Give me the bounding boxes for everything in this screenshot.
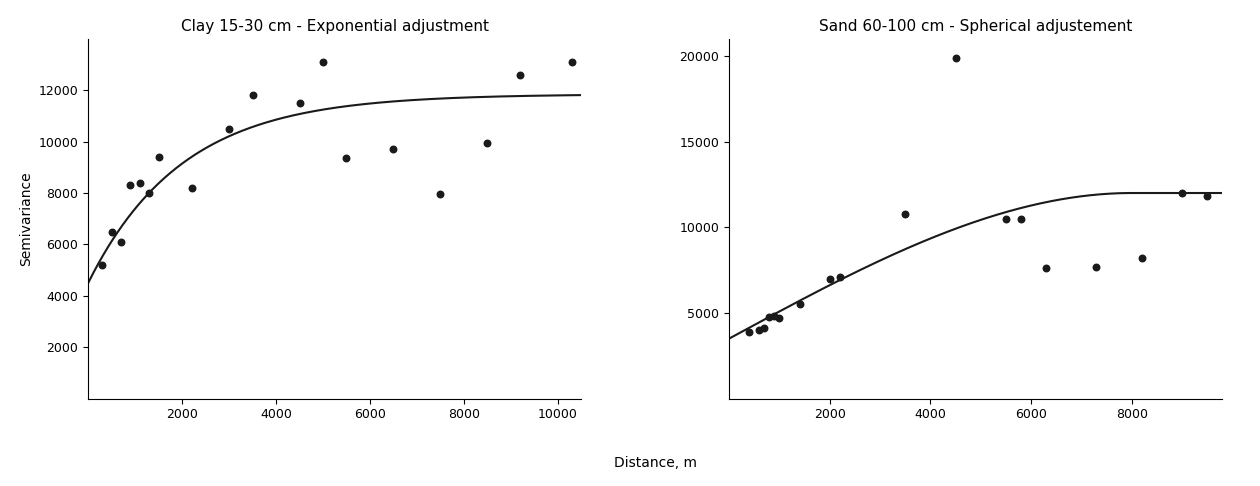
Point xyxy=(383,145,403,153)
Title: Sand 60-100 cm - Spherical adjustement: Sand 60-100 cm - Spherical adjustement xyxy=(819,18,1133,34)
Point xyxy=(790,300,810,308)
Point xyxy=(750,326,770,334)
Point xyxy=(830,273,850,281)
Point xyxy=(820,275,840,282)
Point xyxy=(290,99,310,107)
Point xyxy=(431,191,451,198)
Point xyxy=(562,58,582,66)
Point xyxy=(336,155,357,162)
Point xyxy=(510,71,530,79)
Point xyxy=(478,139,498,147)
Point xyxy=(1172,189,1192,197)
Point xyxy=(139,189,159,197)
Title: Clay 15-30 cm - Exponential adjustment: Clay 15-30 cm - Exponential adjustment xyxy=(180,18,489,34)
Point xyxy=(765,312,785,320)
Point xyxy=(312,58,333,66)
Point xyxy=(181,184,202,192)
Point xyxy=(895,209,915,217)
Point xyxy=(121,181,141,189)
Point xyxy=(1086,263,1106,271)
Point xyxy=(755,325,775,332)
Point xyxy=(1131,254,1152,262)
Point xyxy=(92,261,112,269)
Text: Distance, m: Distance, m xyxy=(614,455,697,469)
Y-axis label: Semivariance: Semivariance xyxy=(19,172,33,266)
Point xyxy=(740,328,760,336)
Point xyxy=(995,215,1016,223)
Point xyxy=(945,54,965,62)
Point xyxy=(1197,192,1217,200)
Point xyxy=(242,91,262,99)
Point xyxy=(770,314,790,322)
Point xyxy=(219,125,239,133)
Point xyxy=(102,227,122,235)
Point xyxy=(111,238,131,246)
Point xyxy=(1036,264,1056,272)
Point xyxy=(130,179,150,187)
Point xyxy=(1011,215,1031,223)
Point xyxy=(760,313,780,321)
Point xyxy=(149,153,169,161)
